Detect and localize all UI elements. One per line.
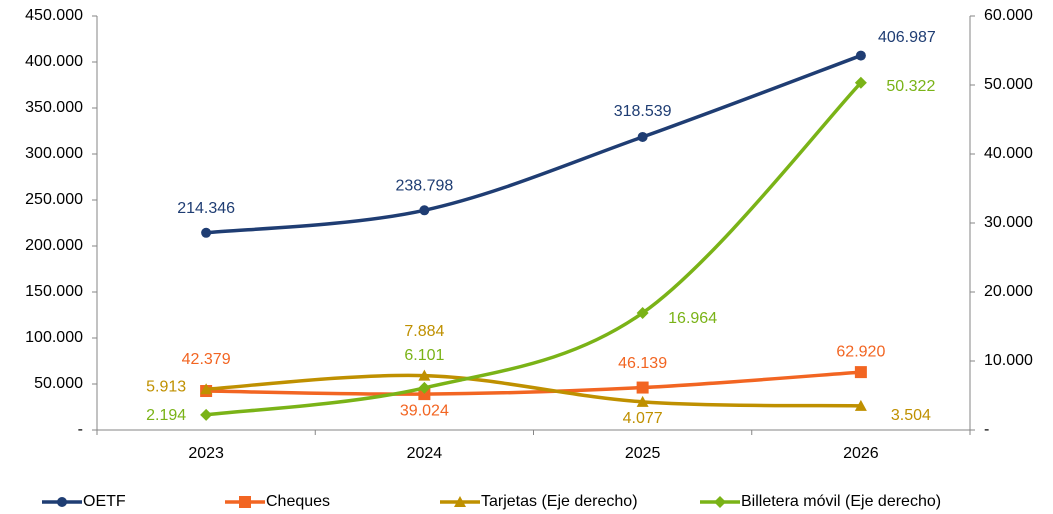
y-tick-label: 250.000 bbox=[25, 191, 83, 208]
x-tick-label: 2025 bbox=[625, 445, 661, 462]
data-label: 406.987 bbox=[878, 29, 936, 46]
y2-tick-label: 40.000 bbox=[984, 145, 1033, 162]
marker bbox=[418, 388, 431, 401]
data-label: 42.379 bbox=[182, 351, 231, 368]
series-line bbox=[205, 53, 862, 235]
y2-tick-label: 50.000 bbox=[984, 76, 1033, 93]
x-tick-label: 2024 bbox=[407, 445, 443, 462]
y-tick-label: 50.000 bbox=[34, 375, 83, 392]
y-tick-label: 200.000 bbox=[25, 237, 83, 254]
data-label: 16.964 bbox=[668, 310, 717, 327]
legend-marker bbox=[714, 496, 726, 508]
y2-tick-label: - bbox=[984, 421, 989, 438]
data-label: 46.139 bbox=[618, 355, 667, 372]
x-tick-label: 2026 bbox=[843, 445, 879, 462]
y2-tick-label: 10.000 bbox=[984, 352, 1033, 369]
data-label: 4.077 bbox=[623, 410, 663, 427]
legend-label: Cheques bbox=[266, 493, 330, 510]
data-label: 39.024 bbox=[400, 402, 449, 419]
marker bbox=[200, 408, 213, 421]
y-tick-label: 150.000 bbox=[25, 283, 83, 300]
data-label: 50.322 bbox=[886, 78, 935, 95]
legend-label: OETF bbox=[83, 493, 126, 510]
marker bbox=[637, 131, 648, 142]
data-label: 318.539 bbox=[614, 103, 672, 120]
series-line bbox=[206, 370, 861, 396]
y-tick-label: 350.000 bbox=[25, 99, 83, 116]
marker bbox=[418, 381, 431, 394]
data-label: 6.101 bbox=[404, 347, 444, 364]
marker bbox=[418, 369, 431, 381]
legend-marker bbox=[454, 496, 466, 507]
marker bbox=[636, 381, 649, 394]
y2-tick-label: 30.000 bbox=[984, 214, 1033, 231]
y-tick-label: 400.000 bbox=[25, 53, 83, 70]
y-tick-label: 300.000 bbox=[25, 145, 83, 162]
data-label: 62.920 bbox=[836, 343, 885, 360]
y-tick-label: 450.000 bbox=[25, 7, 83, 24]
legend-marker bbox=[57, 497, 67, 507]
marker bbox=[854, 366, 867, 379]
y2-tick-label: 20.000 bbox=[984, 283, 1033, 300]
marker bbox=[201, 227, 212, 238]
marker bbox=[636, 306, 649, 319]
y-tick-label: 100.000 bbox=[25, 329, 83, 346]
y2-tick-label: 60.000 bbox=[984, 7, 1033, 24]
data-label: 5.913 bbox=[146, 378, 186, 395]
data-label: 214.346 bbox=[177, 200, 235, 217]
data-label: 238.798 bbox=[395, 178, 453, 195]
marker bbox=[636, 395, 649, 407]
series-line bbox=[205, 81, 863, 417]
legend-label: Billetera móvil (Eje derecho) bbox=[741, 493, 941, 510]
marker bbox=[200, 383, 213, 395]
y-tick-label: - bbox=[78, 421, 83, 438]
legend-marker bbox=[239, 496, 251, 508]
marker bbox=[855, 50, 866, 61]
marker bbox=[854, 76, 867, 89]
data-label: 2.194 bbox=[146, 407, 186, 424]
legend-label: Tarjetas (Eje derecho) bbox=[481, 493, 638, 510]
data-label: 3.504 bbox=[891, 407, 931, 424]
marker bbox=[419, 205, 430, 216]
marker bbox=[854, 399, 867, 411]
data-label: 7.884 bbox=[404, 323, 444, 340]
series-line bbox=[206, 373, 861, 408]
x-tick-label: 2023 bbox=[188, 445, 224, 462]
